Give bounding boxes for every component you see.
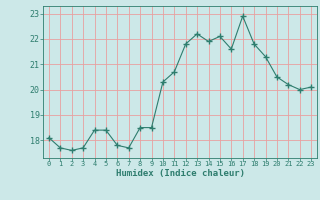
X-axis label: Humidex (Indice chaleur): Humidex (Indice chaleur) (116, 169, 244, 178)
